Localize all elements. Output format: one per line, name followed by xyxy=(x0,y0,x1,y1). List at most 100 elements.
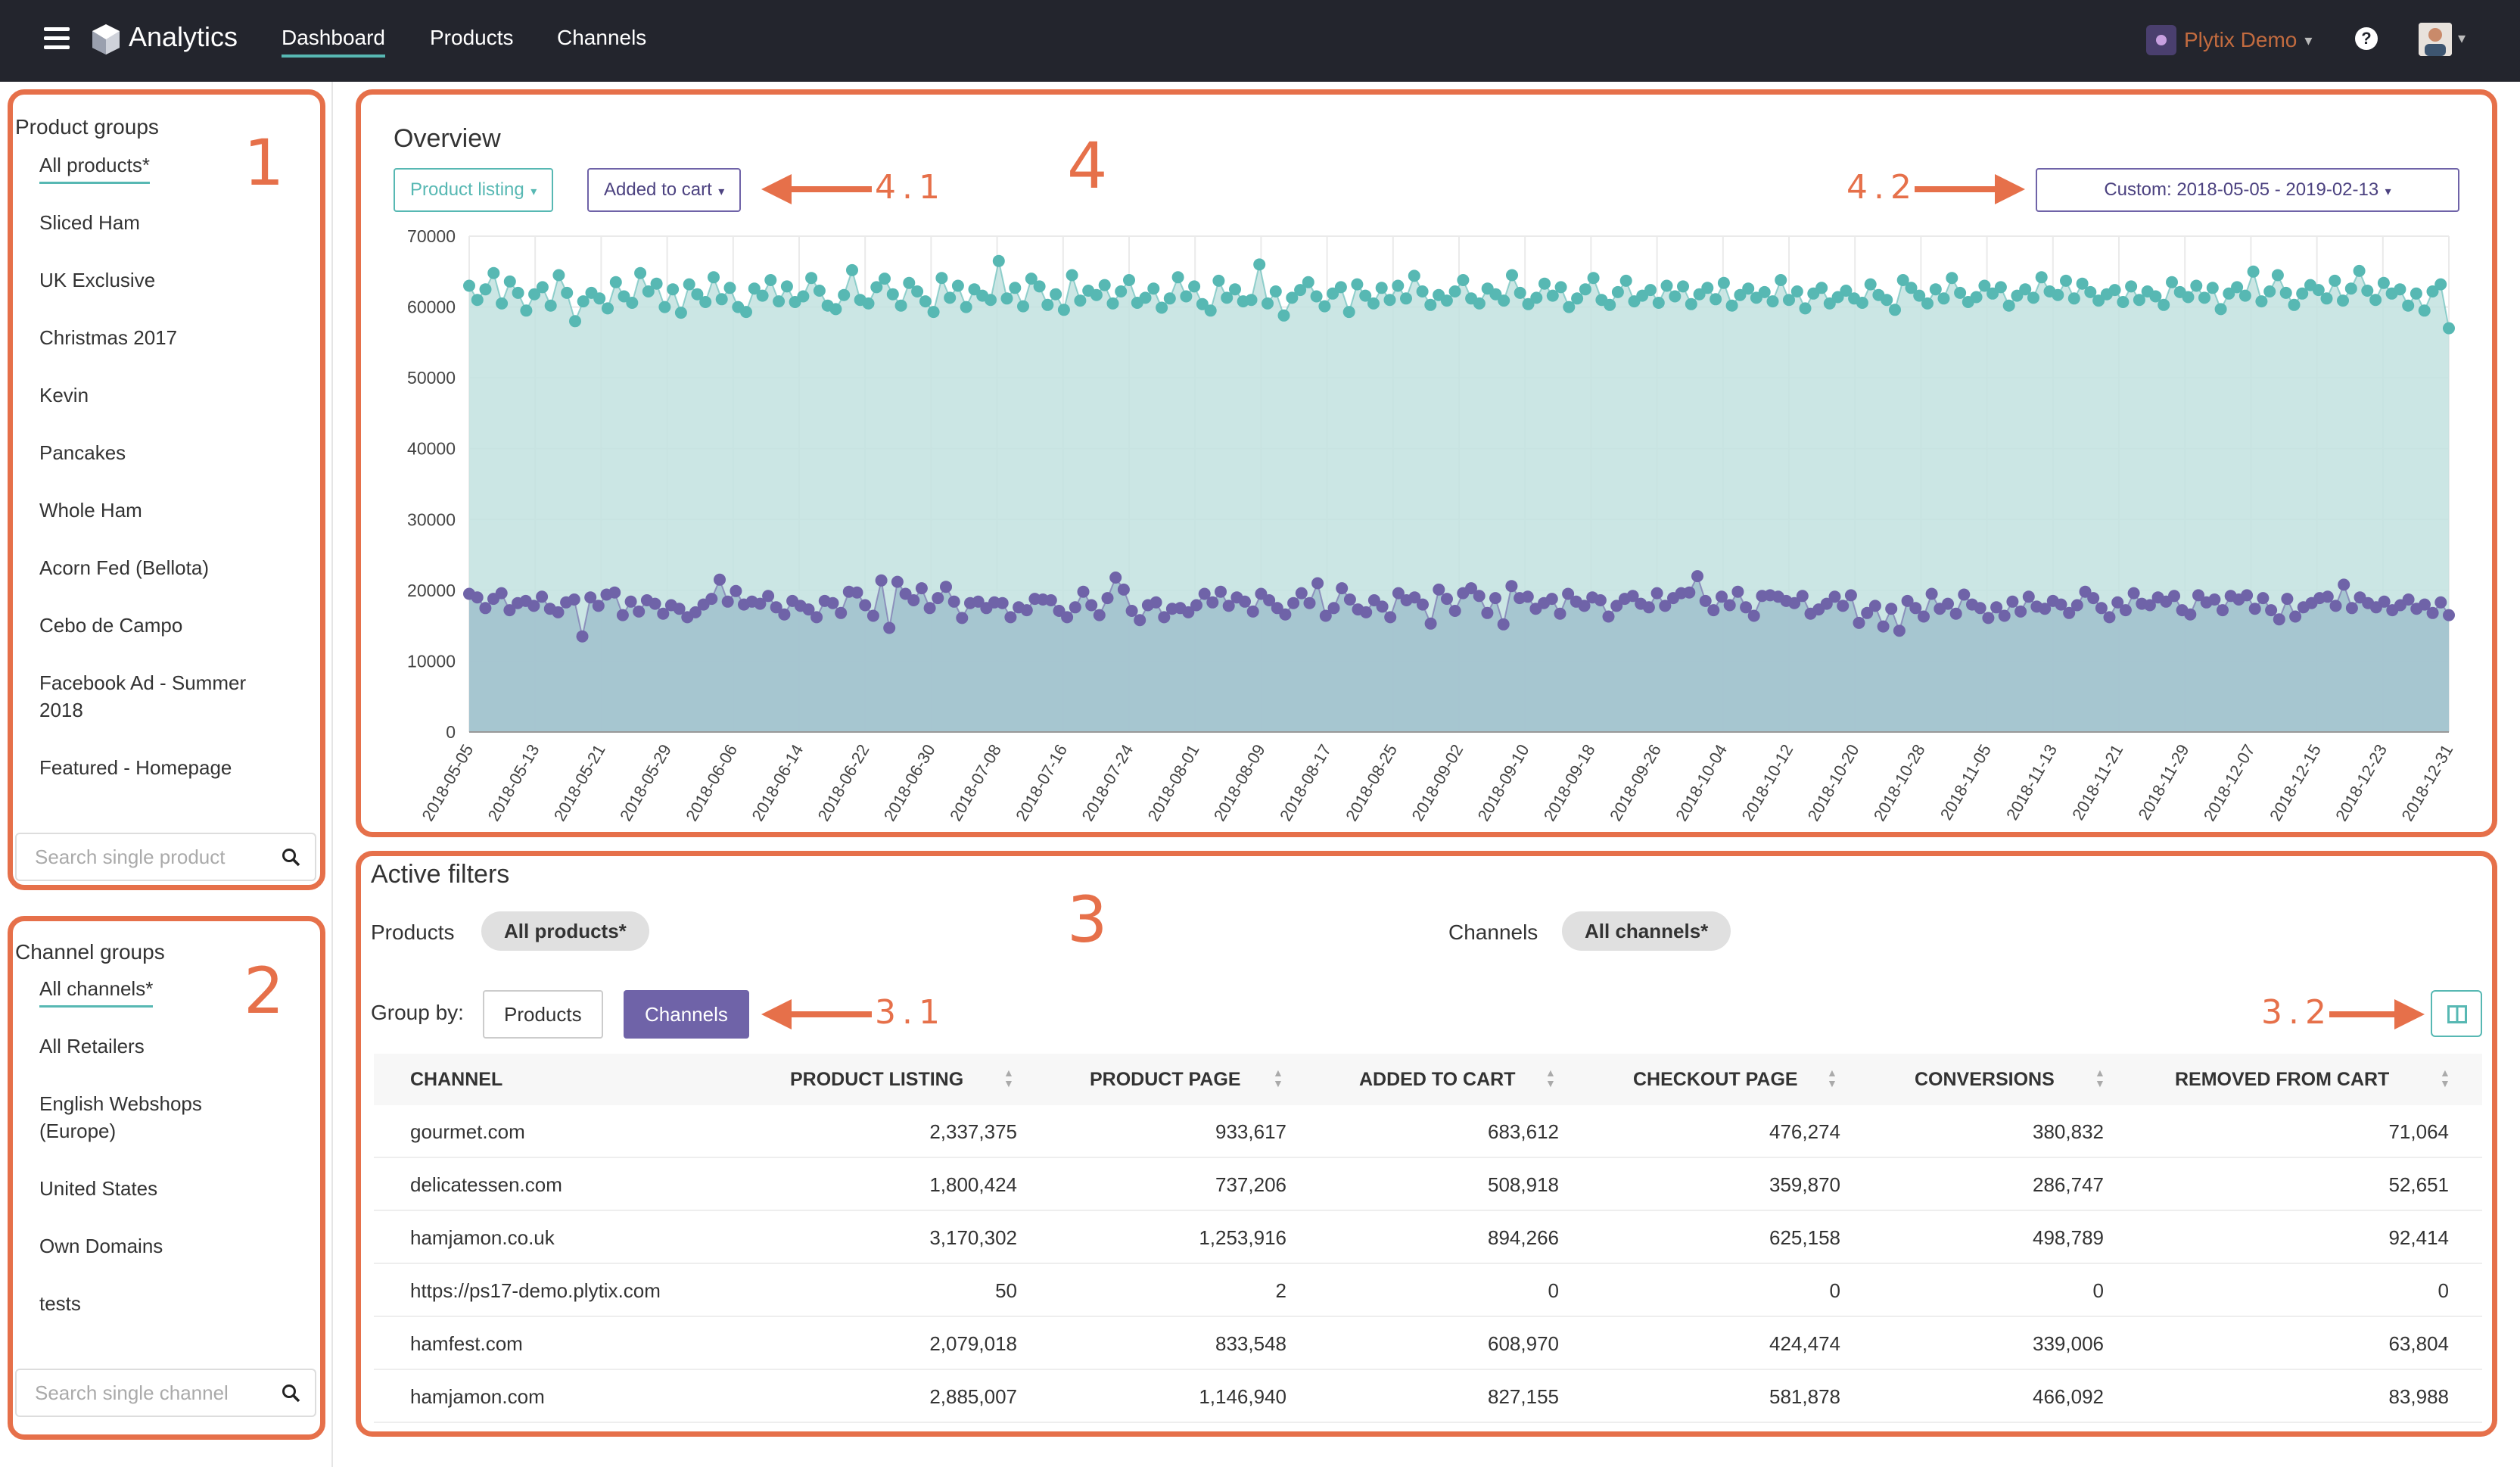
table-row[interactable]: hamjamon.com 2,885,007 1,146,940 827,155 581… xyxy=(374,1370,2482,1423)
channel-group-item[interactable]: United States xyxy=(39,1177,158,1200)
sort-icon[interactable]: ▲ ▼ xyxy=(1003,1067,1014,1089)
date-range-dropdown[interactable]: Custom: 2018-05-05 - 2019-02-13 ▾ xyxy=(2036,168,2459,212)
column-header-product-page[interactable]: PRODUCT PAGE xyxy=(1090,1069,1241,1090)
data-point xyxy=(527,600,540,612)
search-icon[interactable] xyxy=(282,848,301,867)
channel-group-item-cont[interactable]: (Europe) xyxy=(39,1120,117,1142)
metric-cell: 1,146,940 xyxy=(1199,1385,1286,1408)
sort-icon[interactable]: ▲ ▼ xyxy=(1545,1067,1556,1089)
metric-cell: 0 xyxy=(1548,1279,1559,1302)
product-group-item[interactable]: Sliced Ham xyxy=(39,211,140,234)
data-point xyxy=(2208,593,2221,606)
channel-group-item[interactable]: Own Domains xyxy=(39,1235,163,1257)
column-header-channel[interactable]: CHANNEL xyxy=(410,1069,503,1090)
column-header-conversions[interactable]: CONVERSIONS xyxy=(1915,1069,2055,1090)
product-group-item[interactable]: UK Exclusive xyxy=(39,269,156,291)
data-point xyxy=(2247,265,2260,278)
data-point xyxy=(1163,292,1176,305)
product-group-item-cont[interactable]: 2018 xyxy=(39,699,83,721)
nav-products[interactable]: Products xyxy=(430,26,514,49)
search-icon[interactable] xyxy=(282,1384,301,1403)
sort-icon[interactable]: ▲ ▼ xyxy=(2440,1067,2450,1089)
data-point xyxy=(940,581,952,593)
data-point xyxy=(1351,278,1364,291)
product-group-item[interactable]: Facebook Ad - Summer xyxy=(39,671,247,694)
sort-icon[interactable]: ▲ ▼ xyxy=(2095,1067,2105,1089)
data-point xyxy=(1707,604,1720,617)
product-group-all-products[interactable]: All products* xyxy=(39,151,150,184)
data-point xyxy=(1277,309,1290,322)
column-header-checkout-page[interactable]: CHECKOUT PAGE xyxy=(1633,1069,1798,1090)
data-point xyxy=(1367,594,1380,606)
data-point xyxy=(512,286,524,299)
product-group-item[interactable]: Acorn Fed (Bellota) xyxy=(39,556,209,579)
product-group-item[interactable]: Featured - Homepage xyxy=(39,756,232,779)
product-group-item[interactable]: Pancakes xyxy=(39,441,126,464)
x-tick-label: 2018-09-02 xyxy=(1408,741,1467,824)
data-point xyxy=(536,281,549,294)
nav-channels[interactable]: Channels xyxy=(557,26,647,49)
sort-icon[interactable]: ▲ ▼ xyxy=(1273,1067,1283,1089)
metric-cell: 359,870 xyxy=(1769,1173,1840,1196)
data-point xyxy=(956,612,969,624)
channel-group-item[interactable]: English Webshops xyxy=(39,1092,202,1115)
channel-cell[interactable]: https://ps17-demo.plytix.com xyxy=(410,1279,661,1302)
group-by-channels-button[interactable]: Channels xyxy=(624,990,749,1039)
table-row[interactable]: hamjamon.co.uk 3,170,302 1,253,916 894,266 6… xyxy=(374,1211,2482,1264)
data-point xyxy=(1815,282,1828,294)
x-tick-label: 2018-07-24 xyxy=(1078,741,1137,824)
data-point xyxy=(479,602,492,615)
data-point xyxy=(616,609,629,621)
product-group-item[interactable]: Kevin xyxy=(39,384,89,406)
sort-icon[interactable]: ▲ ▼ xyxy=(1827,1067,1837,1089)
data-point xyxy=(2321,590,2334,603)
channel-cell[interactable]: delicatessen.com xyxy=(410,1173,562,1196)
product-search-input[interactable]: Search single product xyxy=(15,833,316,881)
table-row[interactable]: gourmet.com 2,337,375 933,617 683,612 476,27… xyxy=(374,1105,2482,1158)
data-point xyxy=(1204,304,1217,317)
data-point xyxy=(1844,589,1857,602)
column-toggle-button[interactable] xyxy=(2431,990,2482,1037)
metric-a-dropdown[interactable]: Product listing ▾ xyxy=(394,168,554,212)
channel-cell[interactable]: hamjamon.com xyxy=(410,1385,545,1408)
group-by-products-button[interactable]: Products xyxy=(483,990,603,1039)
channel-cell[interactable]: hamjamon.co.uk xyxy=(410,1226,555,1249)
channels-filter-pill[interactable]: All channels* xyxy=(1562,911,1731,951)
avatar[interactable] xyxy=(2419,23,2452,56)
data-point xyxy=(691,288,704,301)
channel-group-item[interactable]: tests xyxy=(39,1292,81,1315)
table-row[interactable]: https://ps17-demo.plytix.com 50 2 0 0 0 0 xyxy=(374,1264,2482,1317)
product-group-item[interactable]: Whole Ham xyxy=(39,499,142,522)
metric-b-dropdown[interactable]: Added to cart ▾ xyxy=(587,168,742,212)
channel-cell[interactable]: gourmet.com xyxy=(410,1120,525,1143)
data-point xyxy=(1685,297,1697,310)
product-group-item[interactable]: Cebo de Campo xyxy=(39,614,183,637)
chevron-down-icon[interactable]: ▾ xyxy=(2458,30,2466,47)
x-tick-label: 2018-07-08 xyxy=(946,741,1005,824)
products-filter-pill[interactable]: All products* xyxy=(481,911,649,951)
product-group-item[interactable]: Christmas 2017 xyxy=(39,326,178,349)
channel-group-item[interactable]: All Retailers xyxy=(39,1035,145,1057)
table-row[interactable]: hamfest.com 2,079,018 833,548 608,970 424,47… xyxy=(374,1317,2482,1370)
column-header-added-to-cart[interactable]: ADDED TO CART xyxy=(1359,1069,1516,1090)
data-point xyxy=(657,607,670,620)
data-point xyxy=(2402,593,2415,606)
column-header-product-listing[interactable]: PRODUCT LISTING xyxy=(790,1069,964,1090)
data-point xyxy=(2426,606,2439,619)
metric-cell: 83,988 xyxy=(2388,1385,2449,1408)
menu-icon[interactable] xyxy=(44,27,70,50)
annotation-number-1: 1 xyxy=(244,126,285,200)
data-point xyxy=(1033,280,1046,293)
channel-cell[interactable]: hamfest.com xyxy=(410,1332,523,1355)
table-row[interactable]: delicatessen.com 1,800,424 737,206 508,918 3… xyxy=(374,1158,2482,1211)
help-icon[interactable]: ? xyxy=(2355,27,2378,50)
nav-dashboard[interactable]: Dashboard xyxy=(282,26,385,58)
data-point xyxy=(496,297,509,310)
account-switcher[interactable]: Plytix Demo ▾ xyxy=(2146,23,2312,58)
metric-cell: 683,612 xyxy=(1488,1120,1559,1143)
data-point xyxy=(1974,602,1986,615)
column-header-removed-from-cart[interactable]: REMOVED FROM CART xyxy=(2175,1069,2390,1090)
data-point xyxy=(536,590,549,603)
channel-group-all-channels[interactable]: All channels* xyxy=(39,975,154,1008)
channel-search-input[interactable]: Search single channel xyxy=(15,1369,316,1417)
